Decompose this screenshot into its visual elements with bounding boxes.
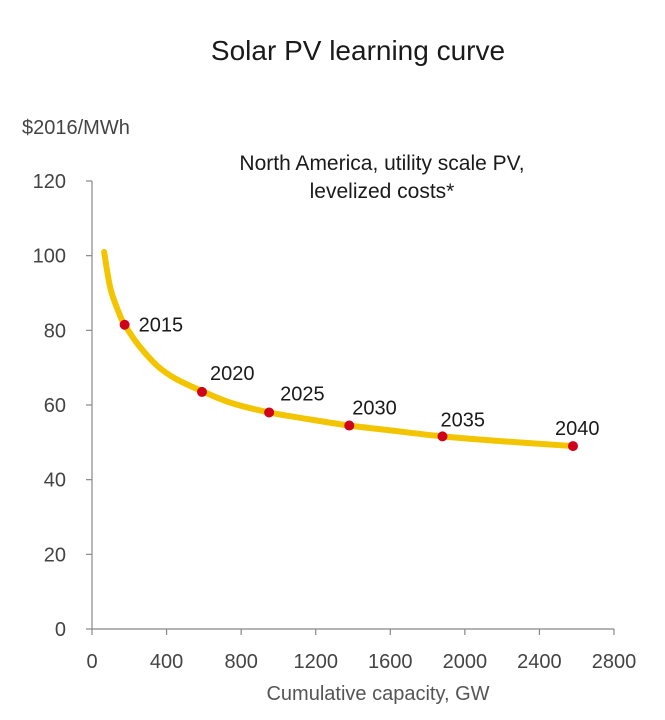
y-tick-label: 0 xyxy=(55,619,66,641)
chart-subtitle-line-1: North America, utility scale PV, xyxy=(239,152,524,175)
data-point-2040 xyxy=(567,441,578,452)
y-tick-label: 120 xyxy=(33,171,66,193)
point-label-2020: 2020 xyxy=(210,363,255,385)
data-point-2035 xyxy=(437,431,448,442)
data-point-2030 xyxy=(344,420,355,431)
x-tick-label: 1200 xyxy=(293,651,338,673)
data-point-2020 xyxy=(196,386,207,397)
y-tick-label: 60 xyxy=(44,395,66,417)
data-point-2025 xyxy=(264,407,275,418)
y-axis-unit-label: $2016/MWh xyxy=(22,117,130,139)
x-tick-label: 400 xyxy=(150,651,183,673)
x-tick-label: 2400 xyxy=(517,651,562,673)
point-label-2015: 2015 xyxy=(139,315,184,337)
y-tick-label: 40 xyxy=(44,470,66,492)
points-group: 2015 2020 2025 2030 2035 2040 xyxy=(119,315,600,452)
x-axis-label: Cumulative capacity, GW xyxy=(266,683,489,705)
y-tick-label: 100 xyxy=(33,246,66,268)
data-point-2015 xyxy=(119,319,130,330)
chart-subtitle-line-2: levelized costs* xyxy=(310,180,455,203)
axes-group xyxy=(86,180,615,635)
point-label-2030: 2030 xyxy=(352,398,397,420)
x-tick-label: 2000 xyxy=(443,651,488,673)
x-tick-label: 800 xyxy=(224,651,257,673)
chart-title: Solar PV learning curve xyxy=(211,35,505,66)
learning-curve-line xyxy=(101,248,576,450)
point-label-2040: 2040 xyxy=(555,418,600,440)
point-label-2025: 2025 xyxy=(280,383,325,405)
x-tick-label: 1600 xyxy=(368,651,413,673)
y-tick-label: 80 xyxy=(44,320,66,342)
x-tick-label: 0 xyxy=(86,651,97,673)
point-label-2035: 2035 xyxy=(440,409,485,431)
series-group xyxy=(101,248,576,450)
x-tick-label: 2800 xyxy=(592,651,637,673)
y-tick-label: 20 xyxy=(44,544,66,566)
